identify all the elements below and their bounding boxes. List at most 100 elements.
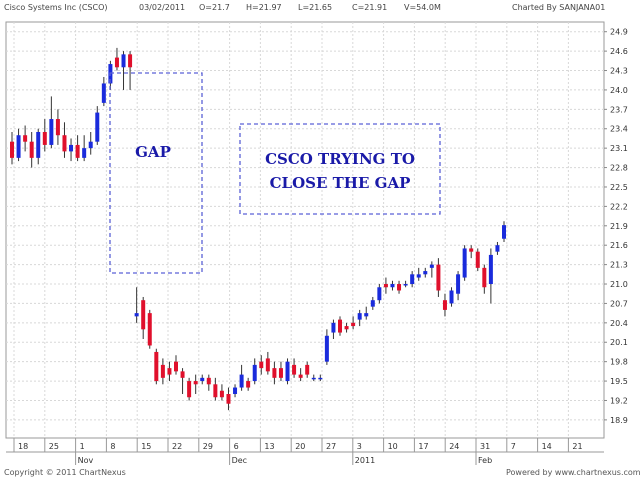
candle-body bbox=[488, 254, 493, 285]
candle-body bbox=[42, 131, 47, 145]
candle-body bbox=[141, 300, 146, 330]
candle-body bbox=[482, 267, 487, 288]
candle-body bbox=[351, 322, 356, 327]
chart-footer: Copyright © 2011 ChartNexus Powered by w… bbox=[0, 466, 640, 480]
plot-area bbox=[5, 21, 605, 439]
candle-body bbox=[364, 313, 369, 317]
chart-title: Cisco Systems Inc (CSCO) bbox=[4, 3, 108, 12]
candle-body bbox=[311, 377, 316, 380]
y-tick-label: 19.2 bbox=[610, 396, 628, 405]
candle-body bbox=[475, 251, 480, 268]
copyright-text: Copyright © 2011 ChartNexus bbox=[4, 468, 126, 477]
month-label: Dec bbox=[232, 456, 247, 465]
candle-body bbox=[88, 141, 93, 149]
candle-body bbox=[383, 284, 388, 288]
candle-body bbox=[23, 135, 28, 142]
x-tick-label: 15 bbox=[141, 442, 151, 451]
candle-body bbox=[357, 313, 362, 320]
candle-body bbox=[410, 274, 415, 285]
candle-body bbox=[390, 284, 395, 288]
candle-body bbox=[397, 284, 402, 291]
candle-body bbox=[436, 264, 441, 291]
powered-by-text: Powered by www.chartnexus.com bbox=[506, 468, 640, 477]
candle-body bbox=[82, 148, 87, 158]
candle-body bbox=[187, 381, 192, 398]
candle-body bbox=[298, 374, 303, 378]
x-tick-label: 22 bbox=[172, 442, 182, 451]
candle-body bbox=[69, 144, 74, 152]
x-tick-label: 17 bbox=[418, 442, 428, 451]
x-tick-label: 10 bbox=[388, 442, 398, 451]
candle-body bbox=[49, 119, 54, 145]
candle-body bbox=[469, 248, 474, 252]
candle-body bbox=[285, 361, 290, 382]
close-gap-label: CSCO TRYING TO bbox=[265, 150, 415, 168]
chart-date: 03/02/2011 bbox=[139, 3, 186, 12]
candle-body bbox=[174, 361, 178, 372]
candle-body bbox=[62, 135, 67, 152]
candle-body bbox=[147, 313, 152, 346]
candle-body bbox=[160, 364, 165, 378]
candle-body bbox=[29, 141, 34, 158]
y-tick-label: 22.2 bbox=[610, 202, 628, 211]
x-tick-label: 13 bbox=[264, 442, 274, 451]
x-tick-label: 1 bbox=[80, 442, 85, 451]
candle-body bbox=[114, 57, 119, 68]
candle-body bbox=[121, 54, 126, 68]
candle-body bbox=[233, 387, 238, 395]
candle-body bbox=[213, 384, 218, 398]
candle-body bbox=[154, 351, 159, 382]
candle-body bbox=[75, 144, 80, 158]
candle-body bbox=[206, 377, 211, 385]
gap-label: GAP bbox=[135, 143, 171, 161]
candle-body bbox=[265, 358, 270, 372]
month-label: Feb bbox=[478, 456, 492, 465]
candle-body bbox=[278, 368, 283, 378]
candle-body bbox=[344, 326, 349, 330]
candle-body bbox=[502, 225, 506, 239]
y-tick-label: 19.5 bbox=[610, 377, 628, 386]
month-label: 2011 bbox=[355, 456, 375, 465]
candle-body bbox=[259, 361, 264, 369]
candle-body bbox=[180, 371, 185, 378]
chart-header: Cisco Systems Inc (CSCO) 03/02/2011 O=21… bbox=[0, 0, 640, 18]
candle-body bbox=[442, 300, 447, 310]
candle-body bbox=[377, 287, 382, 301]
y-tick-label: 23.7 bbox=[610, 105, 628, 114]
y-tick-label: 19.8 bbox=[610, 358, 628, 367]
month-label: Nov bbox=[78, 456, 94, 465]
candle-body bbox=[36, 131, 41, 158]
x-tick-label: 18 bbox=[18, 442, 28, 451]
x-tick-label: 8 bbox=[110, 442, 115, 451]
candle-body bbox=[101, 83, 106, 103]
candle-body bbox=[167, 368, 172, 375]
candle-body bbox=[128, 54, 133, 68]
y-tick-label: 21.3 bbox=[610, 261, 628, 270]
candle-body bbox=[324, 335, 329, 362]
x-tick-label: 14 bbox=[542, 442, 552, 451]
x-tick-label: 7 bbox=[511, 442, 516, 451]
y-tick-label: 23.1 bbox=[610, 144, 628, 153]
candle-body bbox=[305, 364, 310, 375]
y-tick-label: 20.1 bbox=[610, 338, 628, 347]
y-tick-label: 24.0 bbox=[610, 86, 628, 95]
charted-by: Charted By SANJANA01 bbox=[512, 3, 606, 12]
candle-body bbox=[370, 300, 375, 307]
y-tick-label: 20.4 bbox=[610, 319, 628, 328]
x-tick-label: 21 bbox=[572, 442, 582, 451]
candle-body bbox=[246, 381, 251, 388]
y-tick-label: 24.6 bbox=[610, 47, 628, 56]
candle-body bbox=[134, 313, 139, 317]
candle-body bbox=[292, 364, 297, 375]
candle-body bbox=[456, 274, 461, 294]
candle-body bbox=[16, 135, 21, 158]
x-tick-label: 29 bbox=[203, 442, 213, 451]
candle-body bbox=[272, 368, 277, 378]
candle-body bbox=[416, 274, 421, 278]
x-tick-label: 20 bbox=[295, 442, 305, 451]
x-tick-label: 3 bbox=[357, 442, 362, 451]
candle-body bbox=[429, 264, 434, 268]
candle-body bbox=[495, 245, 500, 252]
open-value: O=21.7 bbox=[199, 3, 230, 12]
